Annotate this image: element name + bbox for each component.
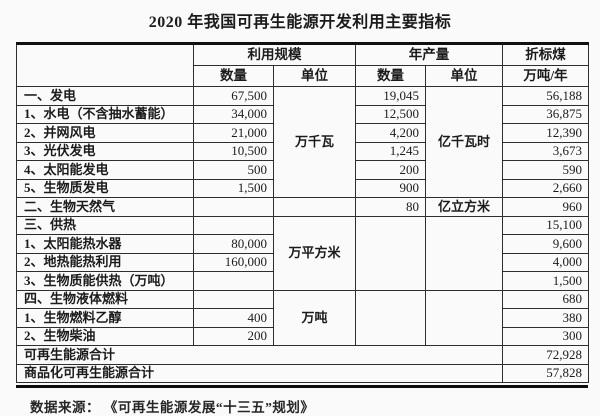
header-coal-unit: 万吨/年: [502, 65, 589, 87]
scale-unit-cell: 万平方米: [273, 215, 356, 291]
scale-qty-cell: [193, 271, 274, 291]
scale-qty-cell: 160,000: [193, 252, 274, 272]
name-cell: 3、生物质能供热（万吨）: [16, 271, 194, 291]
row-fuel-ethanol: 1、生物燃料乙醇 400 380: [16, 308, 589, 328]
coal-cell: 15,100: [502, 215, 589, 235]
table-header: 利用规模 年产量 折标煤 数量 单位 数量 单位 万吨/年: [16, 43, 589, 87]
coal-cell: 4,000: [502, 252, 589, 272]
header-output-unit: 单位: [425, 65, 503, 87]
row-bio-natural-gas: 二、生物天然气 80 亿立方米 960: [16, 197, 589, 217]
output-qty-cell: 200: [355, 160, 426, 180]
coal-cell: 56,188: [502, 86, 589, 106]
scale-qty-cell: 80,000: [193, 234, 274, 254]
name-cell: 四、生物液体燃料: [16, 289, 194, 309]
output-qty-cell: 12,500: [355, 104, 426, 124]
header-annual-output: 年产量: [355, 43, 503, 66]
scale-qty-cell: 10,500: [193, 141, 274, 161]
row-grid-wind: 2、并网风电 21,000 4,200 12,390: [16, 123, 589, 143]
row-renewable-total: 可再生能源合计 72,928: [16, 345, 589, 365]
coal-cell: 1,500: [502, 271, 589, 291]
output-qty-cell: 900: [355, 178, 426, 198]
header-coal-equivalent: 折标煤: [502, 43, 589, 66]
output-unit-cell: [425, 215, 503, 291]
name-cell: 1、水电（不含抽水蓄能）: [16, 104, 194, 124]
coal-cell: 3,673: [502, 141, 589, 161]
row-biomass-heating: 3、生物质能供热（万吨） 1,500: [16, 271, 589, 291]
table-body: 一、发电 67,500 万千瓦 19,045 亿千瓦时 56,188 1、水电（…: [16, 86, 589, 383]
coal-cell: 2,660: [502, 178, 589, 198]
coal-cell: 36,875: [502, 104, 589, 124]
scale-qty-cell: 67,500: [193, 86, 274, 106]
name-cell: 5、生物质发电: [16, 178, 194, 198]
scale-qty-cell: 400: [193, 308, 274, 328]
output-qty-cell: 19,045: [355, 86, 426, 106]
name-cell: 1、太阳能热水器: [16, 234, 194, 254]
row-commercial-total: 商品化可再生能源合计 57,828: [16, 363, 589, 383]
name-cell: 2、地热能热利用: [16, 252, 194, 272]
scale-qty-cell: [193, 197, 274, 217]
row-solar-thermal-power: 4、太阳能发电 500 200 590: [16, 160, 589, 180]
output-unit-cell: [425, 289, 503, 346]
output-unit-cell: 亿立方米: [425, 197, 503, 217]
scale-unit-cell: 万吨: [273, 289, 356, 346]
output-qty-cell: [355, 215, 426, 291]
name-cell: 三、供热: [16, 215, 194, 235]
indicators-table-wrap: 利用规模 年产量 折标煤 数量 单位 数量 单位 万吨/年 一、发电 67,50…: [16, 42, 589, 388]
output-unit-cell: 亿千瓦时: [425, 86, 503, 198]
row-liquid-biofuel: 四、生物液体燃料 万吨 680: [16, 289, 589, 346]
name-cell: 一、发电: [16, 86, 194, 106]
scale-qty-cell: [193, 289, 274, 309]
row-solar-pv: 3、光伏发电 10,500 1,245 3,673: [16, 141, 589, 161]
header-row-groups: 利用规模 年产量 折标煤: [16, 43, 589, 87]
coal-cell: 12,390: [502, 123, 589, 143]
total-label-cell: 可再生能源合计: [16, 345, 503, 365]
indicators-table: 利用规模 年产量 折标煤 数量 单位 数量 单位 万吨/年 一、发电 67,50…: [16, 42, 589, 383]
row-biodiesel: 2、生物柴油 200 300: [16, 326, 589, 346]
scale-qty-cell: 21,000: [193, 123, 274, 143]
coal-cell: 57,828: [502, 363, 589, 383]
name-cell: 1、生物燃料乙醇: [16, 308, 194, 328]
scale-qty-cell: 34,000: [193, 104, 274, 124]
name-cell: 4、太阳能发电: [16, 160, 194, 180]
scale-qty-cell: 500: [193, 160, 274, 180]
coal-cell: 300: [502, 326, 589, 346]
output-qty-cell: [355, 289, 426, 346]
data-source-note: 数据来源： 《可再生能源发展“十三五”规划》: [30, 400, 315, 415]
row-power: 一、发电 67,500 万千瓦 19,045 亿千瓦时 56,188: [16, 86, 589, 198]
coal-cell: 380: [502, 308, 589, 328]
table-bottom-rule: [16, 385, 588, 388]
coal-cell: 680: [502, 289, 589, 309]
name-cell: 3、光伏发电: [16, 141, 194, 161]
scale-qty-cell: 200: [193, 326, 274, 346]
row-solar-water-heater: 1、太阳能热水器 80,000 9,600: [16, 234, 589, 254]
header-utilization-scale: 利用规模: [193, 43, 356, 66]
total-label-cell: 商品化可再生能源合计: [16, 363, 503, 383]
row-biomass-power: 5、生物质发电 1,500 900 2,660: [16, 178, 589, 198]
scale-unit-cell: [273, 197, 356, 217]
scale-unit-cell: 万千瓦: [273, 86, 356, 198]
page-title: 2020 年我国可再生能源开发利用主要指标: [148, 14, 452, 31]
header-scale-quantity: 数量: [193, 65, 274, 87]
output-qty-cell: 80: [355, 197, 426, 217]
scale-qty-cell: 1,500: [193, 178, 274, 198]
name-cell: 二、生物天然气: [16, 197, 194, 217]
coal-cell: 72,928: [502, 345, 589, 365]
row-heating: 三、供热 万平方米 15,100: [16, 215, 589, 291]
header-scale-unit: 单位: [273, 65, 356, 87]
header-row-subs: 数量 单位 数量 单位 万吨/年: [17, 65, 589, 87]
output-qty-cell: 4,200: [355, 123, 426, 143]
name-cell: 2、并网风电: [16, 123, 194, 143]
coal-cell: 590: [502, 160, 589, 180]
coal-cell: 960: [502, 197, 589, 217]
name-cell: 2、生物柴油: [16, 326, 194, 346]
scale-qty-cell: [193, 215, 274, 235]
output-qty-cell: 1,245: [355, 141, 426, 161]
coal-cell: 9,600: [502, 234, 589, 254]
header-empty-corner: [16, 43, 194, 87]
header-output-quantity: 数量: [355, 65, 426, 87]
